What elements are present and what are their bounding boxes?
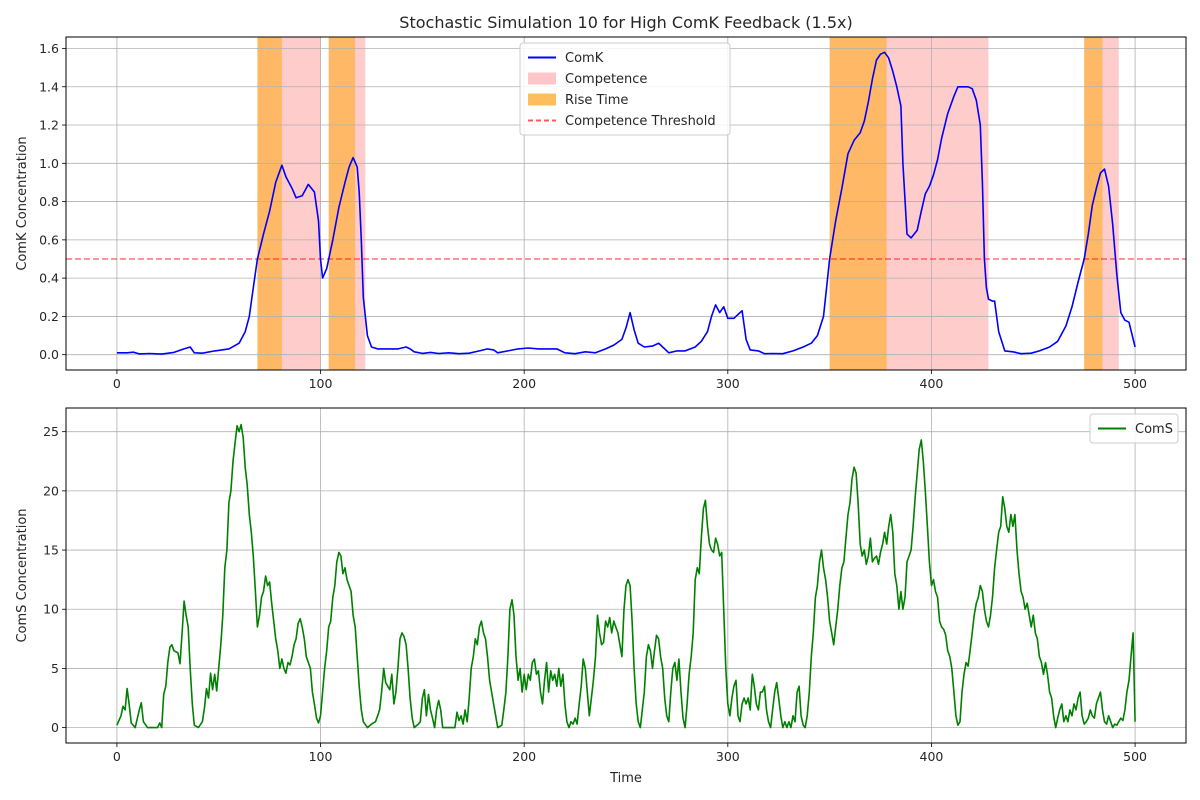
y-tick-label: 15 [43, 543, 59, 558]
chart-title: Stochastic Simulation 10 for High ComK F… [399, 13, 852, 32]
y-tick-label: 25 [43, 424, 59, 439]
series-line-coms [116, 423, 1136, 729]
x-tick-label: 200 [512, 749, 536, 764]
comk-axes-frame [65, 36, 1187, 371]
legend-handle-patch [528, 72, 556, 85]
y-tick-label: 0.8 [39, 194, 59, 209]
coms-axes: 0 100 200 300 400 500 0 5 10 15 20 25 ComS Concent… [15, 407, 1187, 786]
comk-shaded-intervals [257, 37, 1119, 370]
legend-label: Competence Threshold [565, 114, 716, 129]
comk-series [116, 51, 1136, 355]
legend-label: Competence [565, 72, 647, 87]
x-tick-label: 400 [920, 376, 944, 391]
time-x-axis-label: Time [609, 771, 642, 786]
y-tick-label: 0.2 [39, 309, 59, 324]
x-tick-label: 100 [309, 376, 333, 391]
coms-legend: ComS [1089, 413, 1179, 444]
x-tick-label: 0 [113, 749, 121, 764]
x-tick-label: 200 [512, 376, 536, 391]
y-tick-label: 1.4 [39, 79, 59, 94]
x-tick-label: 300 [716, 749, 740, 764]
y-tick-label: 1.2 [39, 118, 59, 133]
rise-time-interval [257, 37, 282, 370]
comk-legend: ComK Competence Rise Time Competence Thresh… [519, 42, 731, 136]
y-tick-label: 0.0 [39, 347, 59, 362]
y-tick-label: 0 [51, 720, 59, 735]
comk-y-ticks: 0.0 0.2 0.4 0.6 0.8 1.0 1.2 1.4 1.6 [39, 41, 66, 362]
coms-y-ticks: 0 5 10 15 20 25 [43, 424, 66, 735]
y-tick-label: 0.4 [39, 271, 59, 286]
y-tick-label: 5 [51, 661, 59, 676]
x-tick-label: 500 [1123, 376, 1147, 391]
y-tick-label: 1.6 [39, 41, 59, 56]
comk-axes: 0 100 200 300 400 500 0.0 0.2 0.4 0.6 0.8 1.0 1.2 1.… [15, 36, 1187, 391]
series-line-comk [116, 51, 1136, 355]
x-tick-label: 400 [920, 749, 944, 764]
legend-box [519, 42, 731, 136]
coms-grid [66, 408, 1186, 743]
x-tick-label: 100 [309, 749, 333, 764]
legend-label: Rise Time [565, 93, 628, 108]
legend-handle-patch [528, 93, 556, 106]
y-tick-label: 10 [43, 602, 59, 617]
rise-time-interval [328, 37, 356, 370]
coms-series [116, 423, 1136, 729]
comk-y-axis-label: ComK Concentration [15, 136, 30, 270]
coms-y-axis-label: ComS Concentration [15, 508, 30, 642]
comk-x-ticks: 0 100 200 300 400 500 [113, 370, 1147, 391]
coms-axes-frame [65, 407, 1187, 744]
x-tick-label: 300 [716, 376, 740, 391]
y-tick-label: 20 [43, 483, 59, 498]
y-tick-label: 0.6 [39, 232, 59, 247]
legend-box [1089, 413, 1179, 444]
x-tick-label: 500 [1123, 749, 1147, 764]
coms-x-ticks: 0 100 200 300 400 500 [113, 743, 1147, 764]
x-tick-label: 0 [113, 376, 121, 391]
legend-label: ComS [1135, 422, 1173, 437]
legend-label: ComK [565, 51, 604, 66]
y-tick-label: 1.0 [39, 156, 59, 171]
